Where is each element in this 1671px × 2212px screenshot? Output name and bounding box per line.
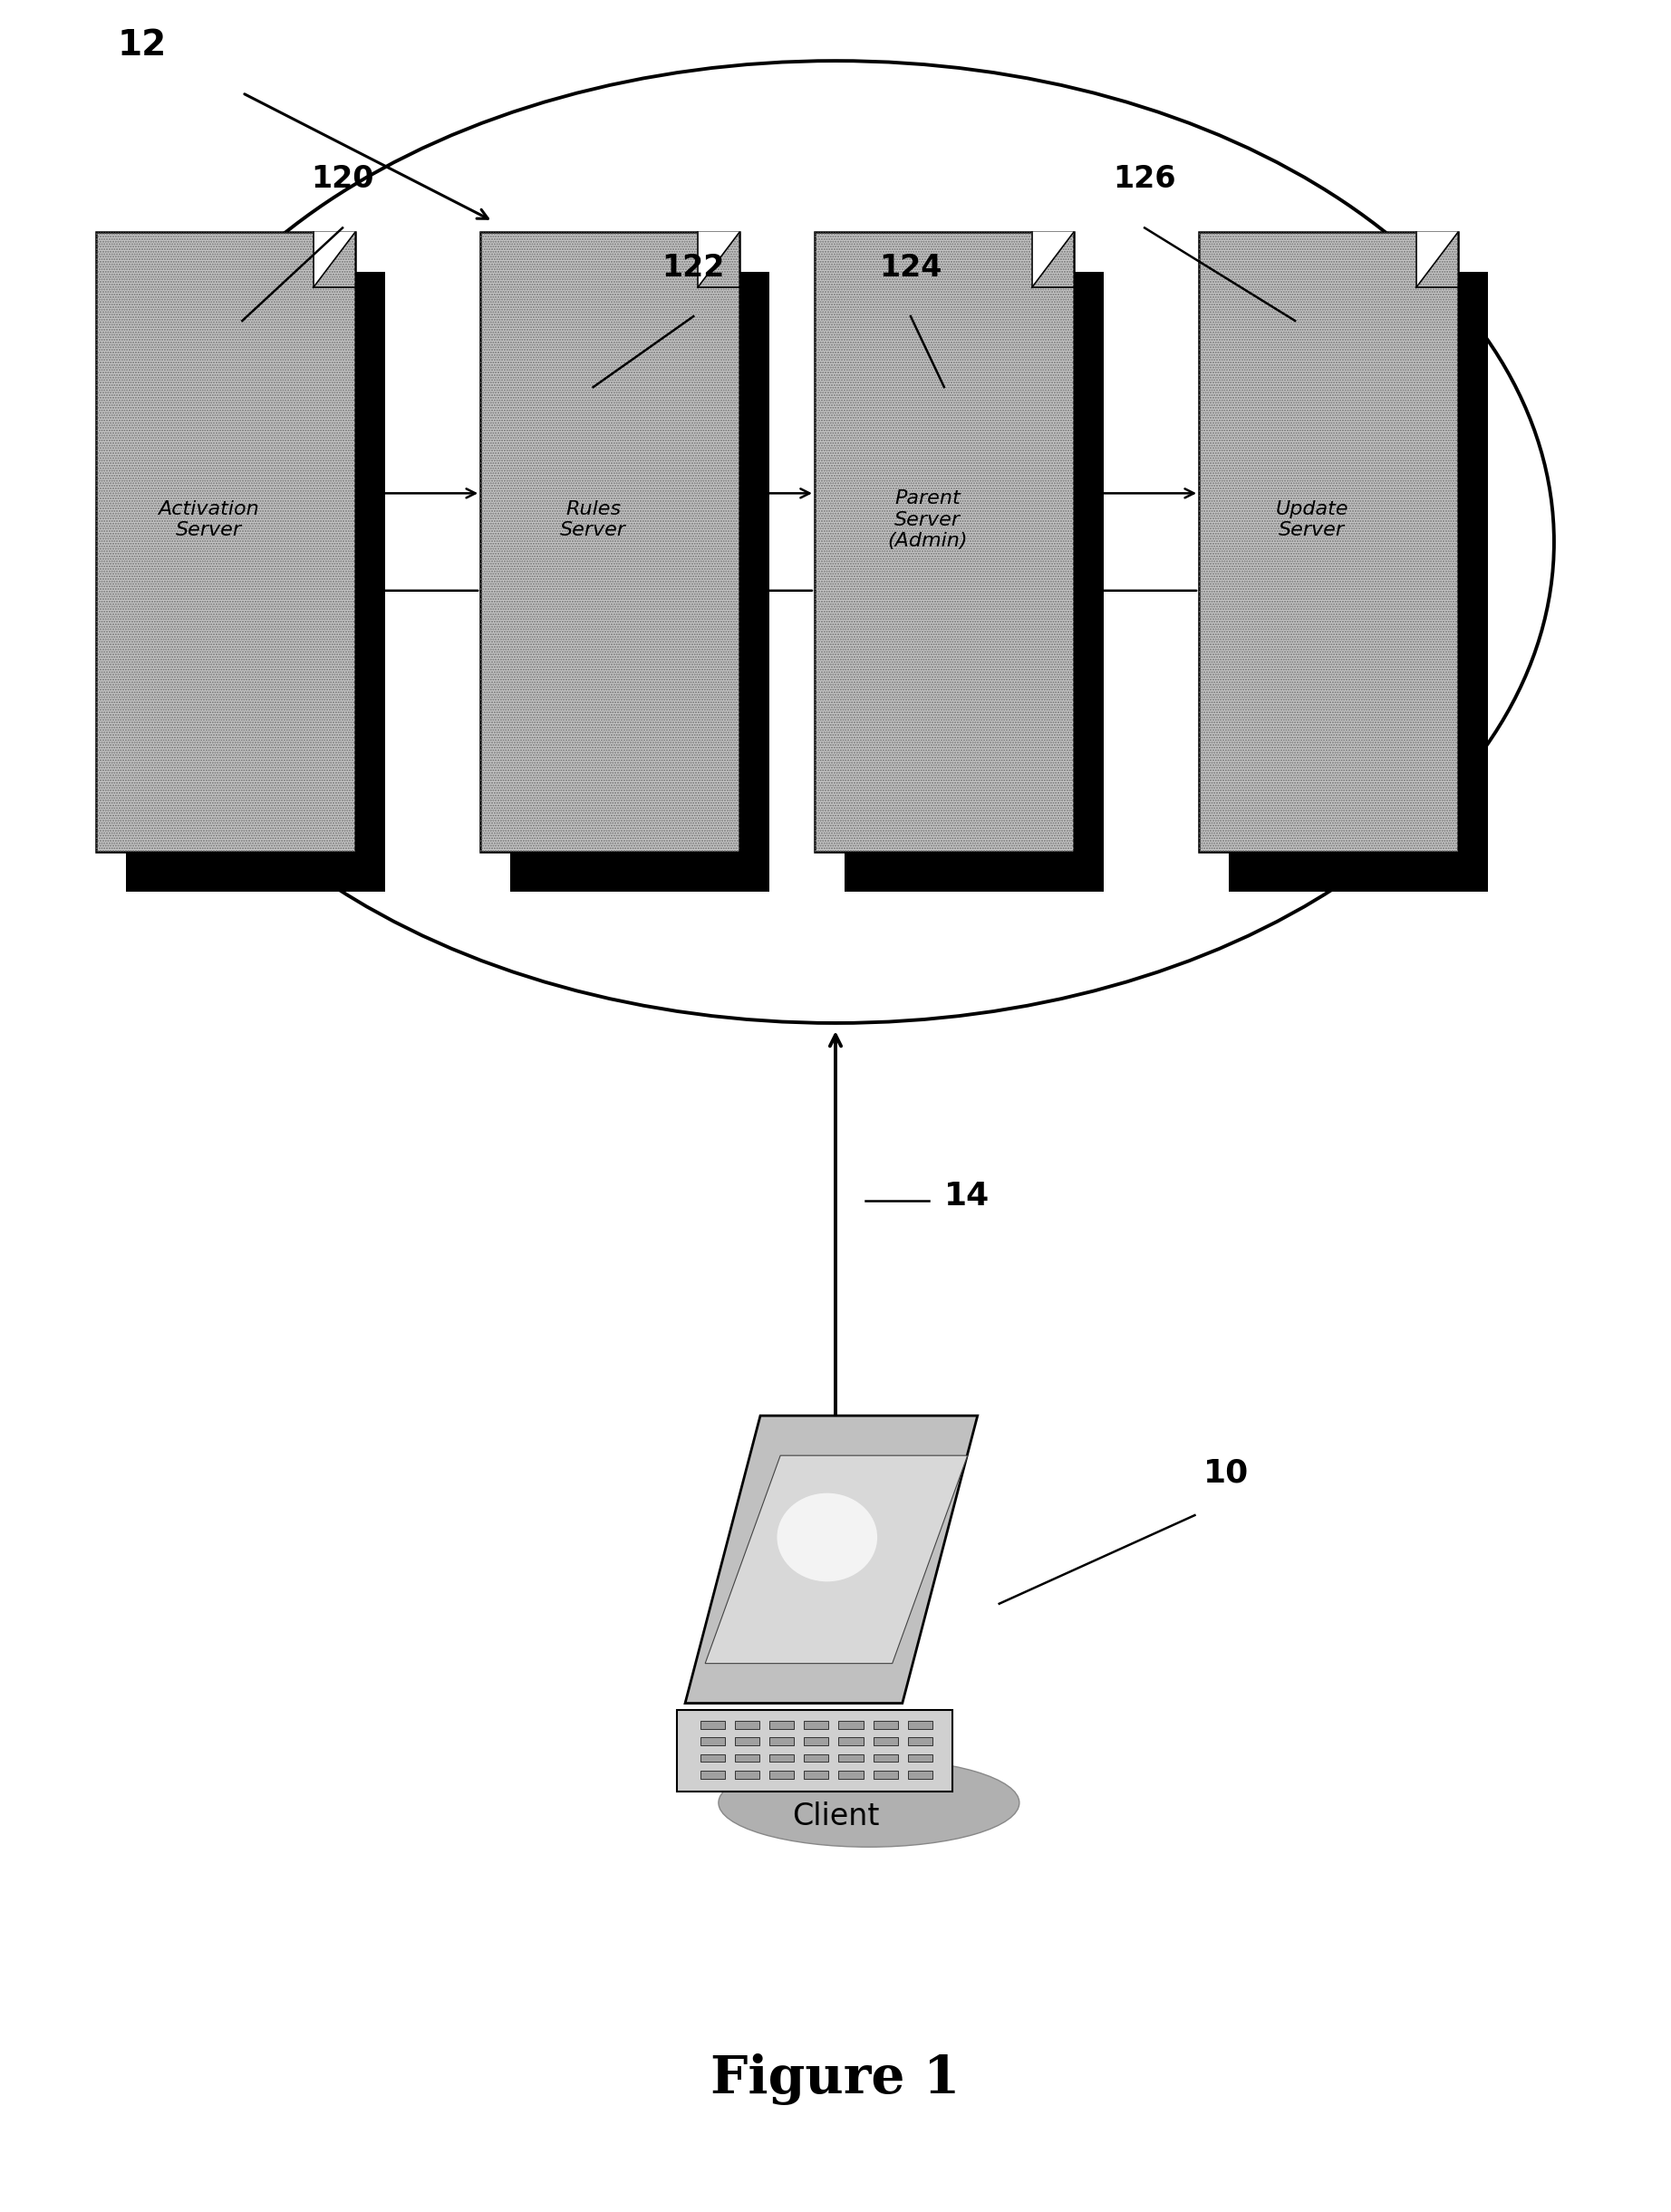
Bar xyxy=(804,1739,829,1745)
Bar xyxy=(814,232,1073,852)
Bar xyxy=(814,232,1073,852)
Polygon shape xyxy=(1415,232,1457,288)
Bar xyxy=(1228,272,1489,891)
Bar xyxy=(874,1721,897,1730)
Ellipse shape xyxy=(777,1493,877,1582)
Polygon shape xyxy=(1031,232,1073,288)
Text: 12: 12 xyxy=(117,29,165,62)
Ellipse shape xyxy=(719,1759,1019,1847)
Bar xyxy=(700,1739,725,1745)
Bar xyxy=(839,1739,864,1745)
Bar xyxy=(804,1754,829,1761)
Text: 120: 120 xyxy=(311,164,374,195)
Text: Update
Server: Update Server xyxy=(1275,500,1348,540)
Bar xyxy=(844,272,1103,891)
Bar xyxy=(769,1754,794,1761)
Bar xyxy=(480,232,739,852)
Text: Rules
Server: Rules Server xyxy=(560,500,627,540)
Bar xyxy=(97,232,356,852)
Bar xyxy=(700,1754,725,1761)
Text: 126: 126 xyxy=(1113,164,1176,195)
Polygon shape xyxy=(698,232,739,288)
Bar xyxy=(700,1770,725,1778)
Bar xyxy=(735,1754,759,1761)
Bar xyxy=(1198,232,1457,852)
Bar xyxy=(127,272,384,891)
Bar xyxy=(839,1754,864,1761)
Bar xyxy=(839,1721,864,1730)
Bar xyxy=(874,1754,897,1761)
Polygon shape xyxy=(685,1416,978,1703)
Text: 124: 124 xyxy=(879,252,942,283)
Text: 14: 14 xyxy=(944,1181,989,1212)
Text: 10: 10 xyxy=(1203,1458,1248,1489)
Bar xyxy=(874,1739,897,1745)
Bar xyxy=(1198,232,1457,852)
Bar xyxy=(804,1770,829,1778)
Bar xyxy=(700,1721,725,1730)
Bar xyxy=(769,1721,794,1730)
Bar xyxy=(480,232,739,852)
Bar xyxy=(735,1739,759,1745)
Text: 122: 122 xyxy=(662,252,725,283)
Bar xyxy=(907,1739,932,1745)
Text: Activation
Server: Activation Server xyxy=(159,500,259,540)
Polygon shape xyxy=(314,232,354,288)
Bar xyxy=(804,1721,829,1730)
Bar xyxy=(907,1770,932,1778)
Bar xyxy=(907,1721,932,1730)
Bar xyxy=(839,1770,864,1778)
Bar xyxy=(735,1770,759,1778)
Bar xyxy=(874,1770,897,1778)
Text: Client: Client xyxy=(792,1801,879,1832)
Bar xyxy=(511,272,770,891)
Text: Parent
Server
(Admin): Parent Server (Admin) xyxy=(887,489,968,551)
Bar xyxy=(769,1770,794,1778)
Bar xyxy=(769,1739,794,1745)
Text: Figure 1: Figure 1 xyxy=(710,2053,961,2106)
Bar xyxy=(97,232,356,852)
Polygon shape xyxy=(677,1710,952,1792)
Polygon shape xyxy=(705,1455,968,1663)
Bar xyxy=(735,1721,759,1730)
Bar xyxy=(907,1754,932,1761)
